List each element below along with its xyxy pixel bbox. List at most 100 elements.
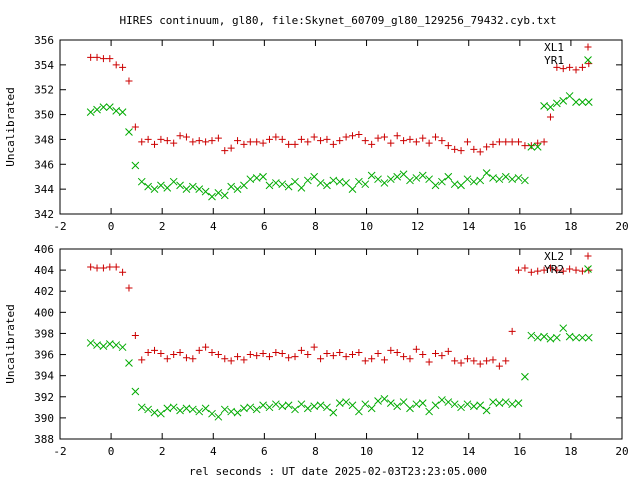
plot2-xl2-point xyxy=(451,357,459,365)
plot1-yr1-point xyxy=(233,185,242,193)
plot1-xl1-point xyxy=(489,140,497,148)
plot2-xl2-point xyxy=(112,263,120,271)
plot2-yr2-point xyxy=(565,332,574,341)
plot1-xl1-point xyxy=(527,142,535,150)
plot1-xl1-point xyxy=(163,137,171,145)
plot1-xl1-point xyxy=(285,140,293,148)
plot2-y-tick-label: 390 xyxy=(34,412,54,425)
plot2-xl2-point xyxy=(425,358,433,366)
plot2-xl2-point xyxy=(246,351,254,359)
plot2-yr2-point xyxy=(559,324,568,333)
plot2-xl2-point xyxy=(444,347,452,355)
plot1-yr1-point xyxy=(150,185,159,193)
plot2-yr2-point xyxy=(412,400,421,409)
plot2-xl2-point xyxy=(304,351,312,359)
plot2-xl2-point xyxy=(87,263,95,271)
plot1-xl1-point xyxy=(444,142,452,150)
plot2-xl2-point xyxy=(131,332,139,340)
plot1-xl1-point xyxy=(432,133,440,141)
plot2-xl2-point xyxy=(495,362,503,370)
plot2-xl2-point xyxy=(470,357,478,365)
plot1-xl1-point xyxy=(348,132,356,140)
plot1-yr1-point xyxy=(418,171,427,180)
plot1-yr1-point xyxy=(240,181,248,190)
plot2-x-tick-label: 12 xyxy=(411,445,424,458)
plot1-yr1-point xyxy=(112,106,121,115)
plot1-xl1-legend-marker xyxy=(584,43,592,51)
plot2-yr2-point xyxy=(118,343,127,352)
plot2-yr2-point xyxy=(291,405,299,414)
plot1-xl1-point xyxy=(125,77,133,85)
plot2-yr2-point xyxy=(482,406,491,415)
plot2-yr2-point xyxy=(425,407,433,416)
plot1-yr1-point xyxy=(195,185,204,193)
plot1-x-tick-label: 4 xyxy=(210,220,217,233)
plot2-yr2-point xyxy=(418,399,427,407)
plot2-yr2-point xyxy=(584,333,593,342)
plot1-xl1-point xyxy=(272,133,280,141)
plot1-xl1-point xyxy=(572,66,580,74)
plot1-yr1-point xyxy=(118,108,127,116)
plot1-xl1-point xyxy=(368,140,376,148)
plot2-xl2-point xyxy=(489,356,497,364)
plot1-yr1-point xyxy=(578,98,587,106)
plot1-xl1-point xyxy=(87,53,95,61)
plot2-yr2-point xyxy=(546,334,555,343)
plot1-yr1-point xyxy=(425,175,433,184)
plot2-xl2-point xyxy=(93,264,101,272)
plot2-yr2-point xyxy=(355,407,363,416)
plot1-xl1-point xyxy=(393,132,401,140)
plot2-xl2-point xyxy=(259,350,267,357)
plot1-xl1-point xyxy=(380,133,388,141)
plot2-xl2-point xyxy=(234,353,242,361)
plot1-yr1-point xyxy=(86,108,95,116)
plot2-xl2-point xyxy=(189,355,197,363)
plot2-yr2-point xyxy=(367,404,376,413)
plot1-xl1-point xyxy=(425,139,433,147)
plot1-xl1-point xyxy=(310,133,318,141)
plot1-xl1-point xyxy=(291,140,299,148)
plot1-xl1-point xyxy=(495,138,503,146)
plot1-yr1-point xyxy=(163,184,172,192)
plot2-xl2-point xyxy=(400,353,408,361)
plot2-xl2-point xyxy=(566,265,574,273)
plot1-yr1-point xyxy=(246,175,255,184)
plot2-xl2-point xyxy=(99,264,107,272)
plot2-yr2-point xyxy=(227,407,236,416)
plot2-yr2-point xyxy=(201,404,210,413)
plot1-xl1-point xyxy=(208,137,216,145)
plot2-xl2-point xyxy=(310,343,318,351)
plot1-xl1-point xyxy=(259,139,267,147)
plot1-xl1-point xyxy=(182,133,190,141)
plot1-yr1-point xyxy=(220,191,229,200)
plot1-yr1-point xyxy=(495,175,504,184)
plot1-yr1-point xyxy=(386,175,395,184)
plot2-xl2-point xyxy=(483,357,491,365)
plot1-xl1-point xyxy=(534,139,542,147)
plot2-yr2-point xyxy=(572,333,580,342)
plot2-yr2-point xyxy=(157,409,165,418)
plot1-xl1-point xyxy=(240,140,248,148)
plot2-xl2-point xyxy=(578,267,586,275)
plot1-xl1-point xyxy=(546,113,554,121)
plot1-xl1-point xyxy=(131,123,139,131)
plot2-xl2-point xyxy=(265,353,273,361)
plot1-yr1-point xyxy=(431,181,440,190)
plot2-xl2-point xyxy=(527,268,535,276)
plot2-xl2-point xyxy=(559,267,567,275)
plot2-xl2-point xyxy=(221,355,229,363)
plot1-xl1-point xyxy=(93,53,101,61)
plot1-yr1-legend-marker xyxy=(584,56,592,64)
plot2-xl2-point xyxy=(253,352,261,360)
plot2-xl2-point xyxy=(380,356,388,364)
plot2-xl2-point xyxy=(432,350,440,357)
plot1-xl1-point xyxy=(214,134,222,142)
plot2-xl2-point xyxy=(297,346,305,354)
plot1-yr1-point xyxy=(208,192,216,201)
plot1-xl1-point xyxy=(176,132,184,140)
plot2-x-tick-label: 0 xyxy=(108,445,115,458)
plot2-yr2-point xyxy=(240,404,248,413)
plot2-xl2-point xyxy=(546,264,554,272)
plot1-xl1-point xyxy=(463,138,471,146)
plot2-yr2-point xyxy=(489,398,497,406)
